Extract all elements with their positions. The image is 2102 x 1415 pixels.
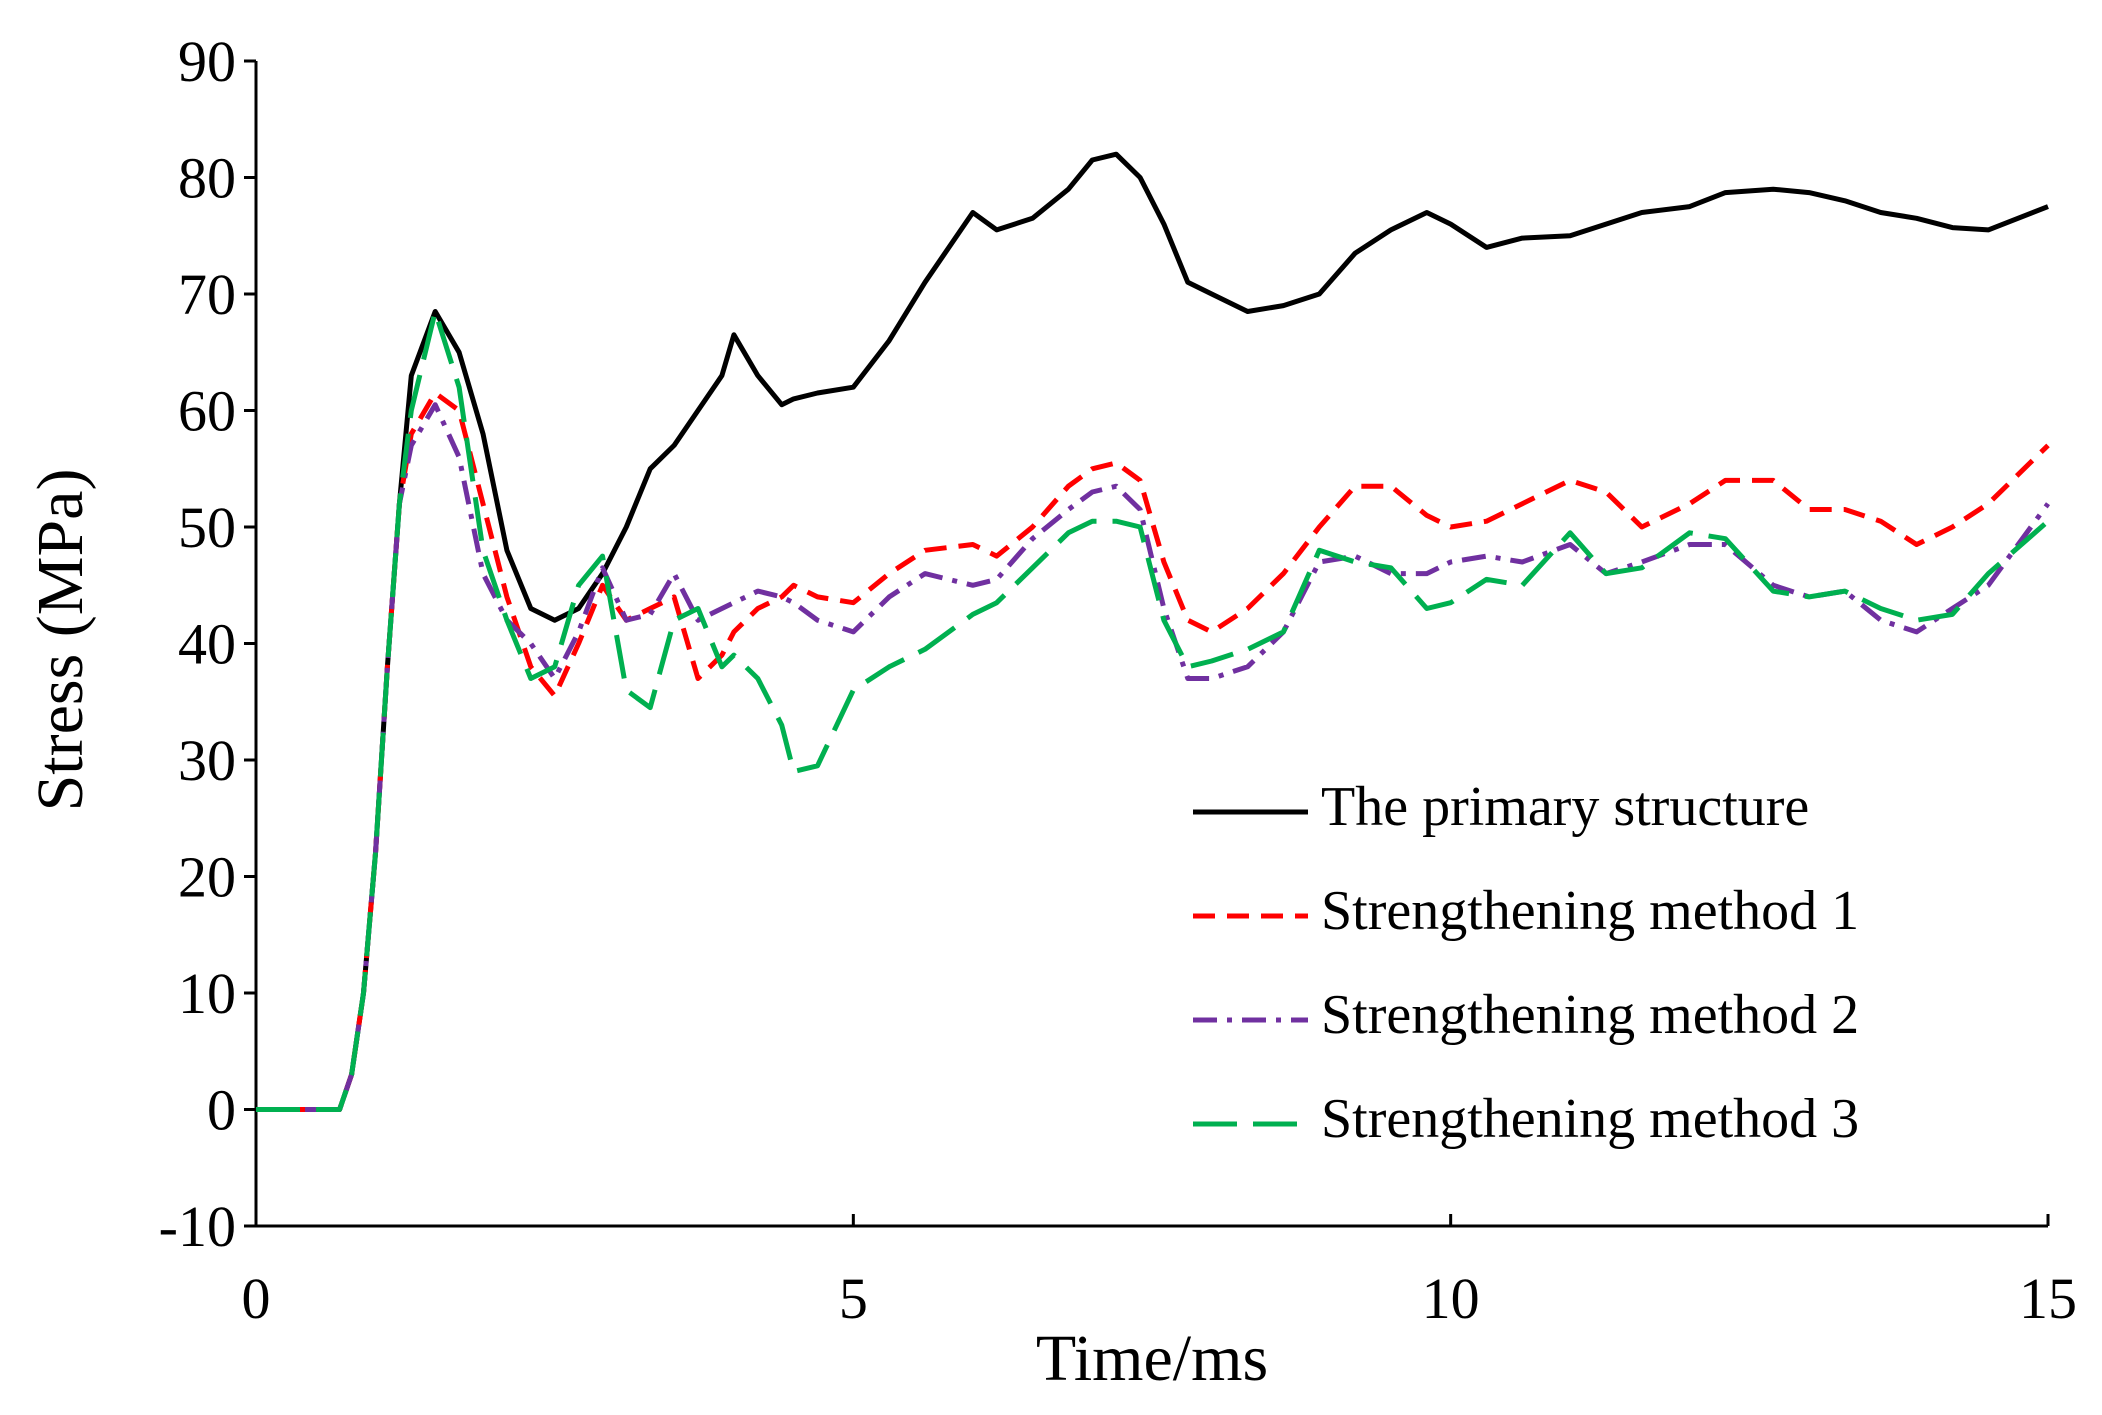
legend-label: The primary structure <box>1321 776 1809 838</box>
y-tick-label: 70 <box>178 262 236 327</box>
y-tick-label: 90 <box>178 29 236 94</box>
y-tick-label: 0 <box>207 1078 236 1143</box>
x-tick-label: 0 <box>242 1266 271 1331</box>
x-tick-label: 5 <box>839 1266 868 1331</box>
x-tick-label: 10 <box>1422 1266 1480 1331</box>
series-line <box>256 151 2049 1112</box>
y-tick-label: 50 <box>178 495 236 560</box>
y-tick-label: 40 <box>178 612 236 677</box>
x-tick-label: 15 <box>2019 1266 2077 1331</box>
legend-label: Strengthening method 1 <box>1321 880 1859 942</box>
x-axis-title: Time/ms <box>1036 1322 1268 1395</box>
legend-label: Strengthening method 3 <box>1321 1088 1859 1150</box>
y-tick-label: 20 <box>178 845 236 910</box>
series-line <box>256 390 2050 1112</box>
series-line <box>256 402 2051 1112</box>
y-axis-title: Stress (MPa) <box>24 469 97 812</box>
y-tick-label: 80 <box>178 146 236 211</box>
series-line <box>256 309 2050 1112</box>
y-tick-label: 60 <box>178 379 236 444</box>
legend-label: Strengthening method 2 <box>1321 984 1859 1046</box>
y-tick-label: -10 <box>159 1194 236 1259</box>
y-tick-label: 30 <box>178 728 236 793</box>
y-tick-label: 10 <box>178 961 236 1026</box>
